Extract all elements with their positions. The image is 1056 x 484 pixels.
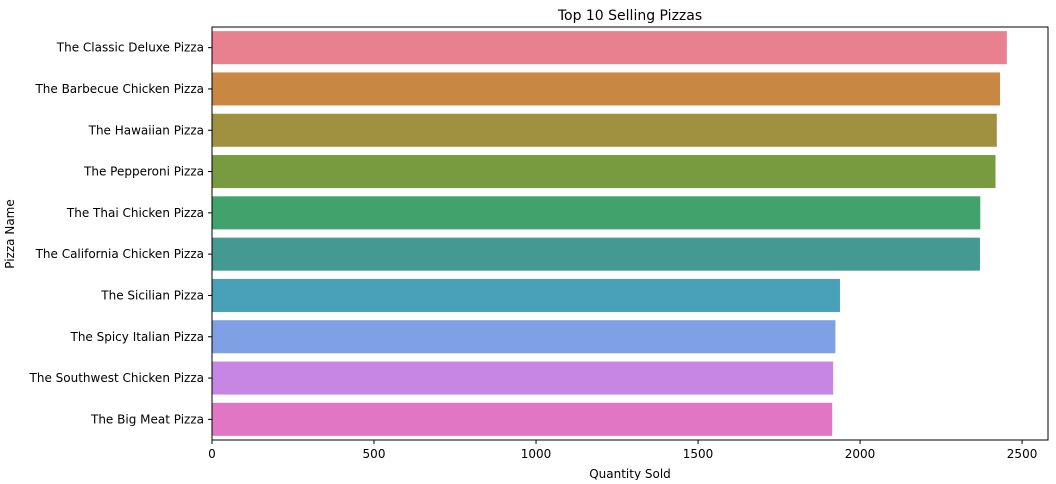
y-tick-labels: The Classic Deluxe Pizza The Barbecue Chi… — [29, 41, 212, 426]
y-tick-label: The Classic Deluxe Pizza — [56, 41, 204, 55]
bar — [212, 113, 997, 147]
chart-title: Top 10 Selling Pizzas — [557, 8, 702, 24]
bar — [212, 320, 836, 354]
x-tick-label: 2500 — [1007, 447, 1038, 461]
x-tick-label: 2000 — [845, 447, 876, 461]
x-tick-label: 1500 — [683, 447, 714, 461]
y-tick-label: The Southwest Chicken Pizza — [29, 371, 204, 385]
bar — [212, 237, 980, 271]
bar — [212, 31, 1007, 65]
bar — [212, 155, 996, 189]
y-tick-label: The Barbecue Chicken Pizza — [34, 82, 204, 96]
y-tick-label: The Sicilian Pizza — [100, 288, 204, 302]
bar — [212, 278, 840, 312]
y-tick-label: The Spicy Italian Pizza — [69, 330, 204, 344]
x-tick-label: 500 — [363, 447, 386, 461]
y-tick-label: The California Chicken Pizza — [35, 247, 204, 261]
plot-frame — [211, 26, 1049, 441]
y-tick-label: The Hawaiian Pizza — [88, 123, 204, 137]
x-axis-label: Quantity Sold — [589, 467, 671, 480]
bar — [212, 72, 1001, 106]
x-tick-label: 1000 — [521, 447, 552, 461]
x-tick-label: 0 — [208, 447, 216, 461]
y-axis-label: Pizza Name — [3, 199, 17, 268]
bar — [212, 402, 833, 436]
bar — [212, 361, 834, 395]
bar — [212, 196, 981, 230]
x-axis-ticks: 0 500 1000 1500 2000 2500 — [208, 440, 1037, 461]
y-tick-label: The Thai Chicken Pizza — [66, 206, 204, 220]
y-tick-label: The Pepperoni Pizza — [83, 165, 204, 179]
bars-group — [212, 31, 1007, 436]
y-tick-label: The Big Meat Pizza — [90, 412, 204, 426]
